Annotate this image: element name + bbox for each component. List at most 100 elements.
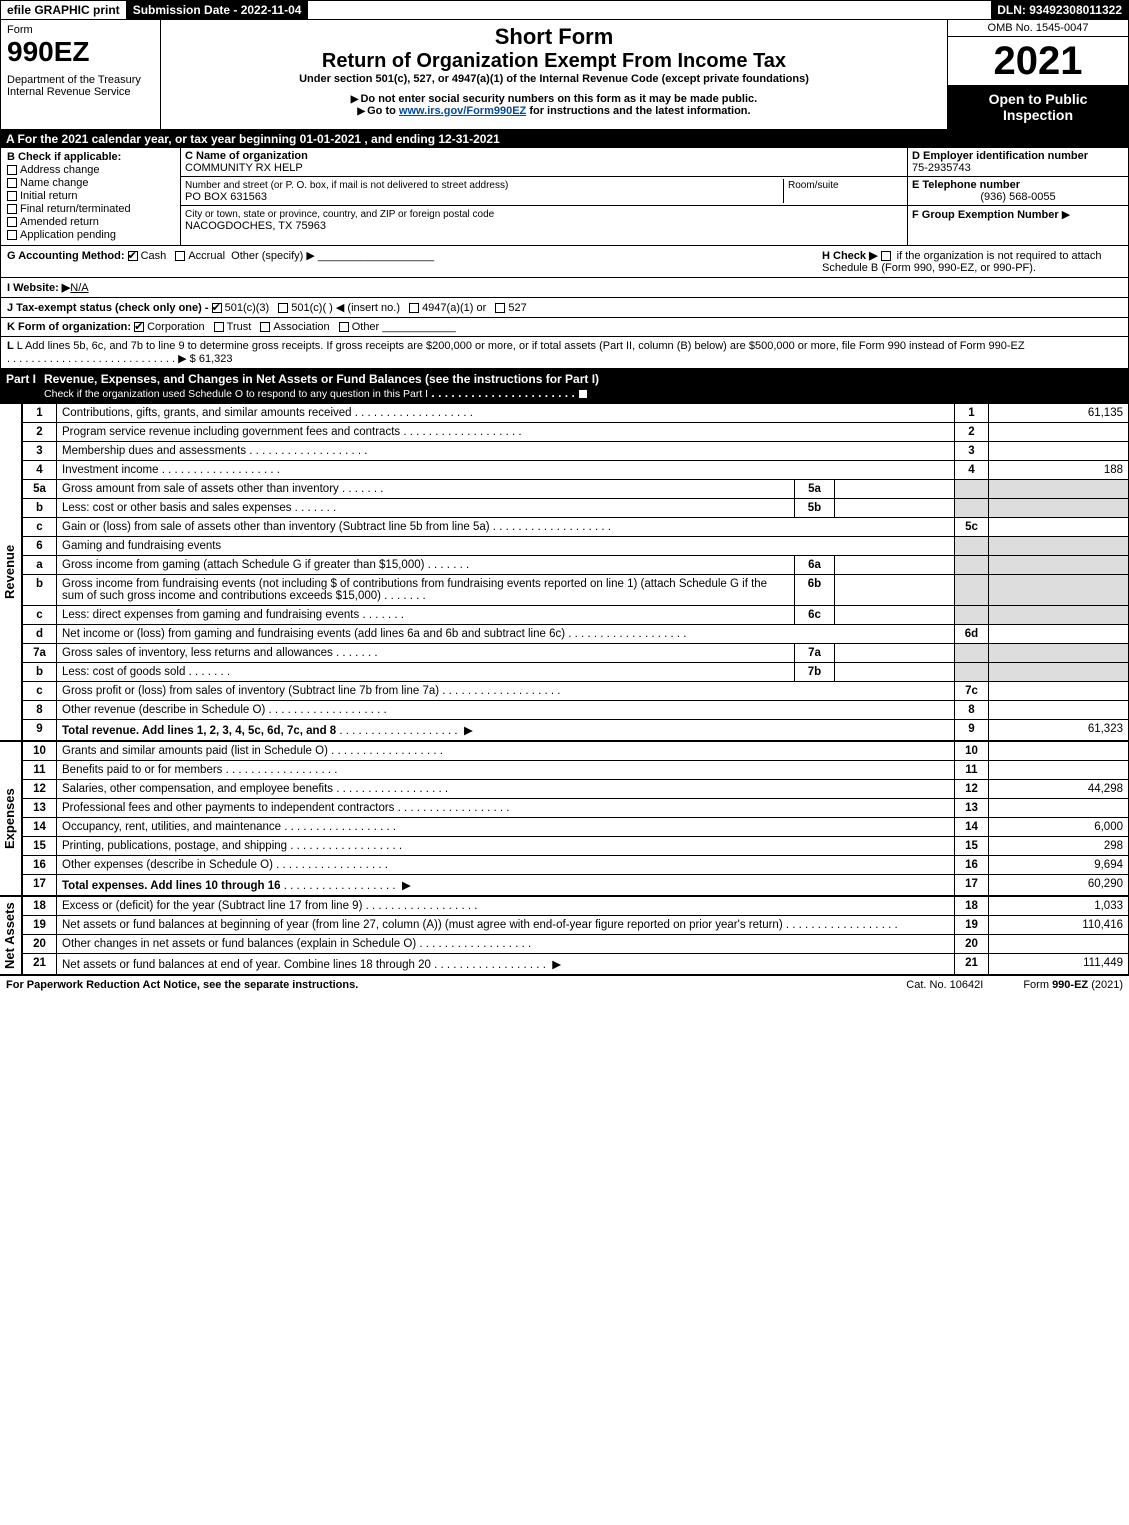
form-word: Form	[7, 24, 154, 36]
header-left: Form 990EZ Department of the Treasury In…	[1, 20, 161, 129]
gross-receipts-amount: ▶ $ 61,323	[178, 353, 232, 365]
header-middle: Short Form Return of Organization Exempt…	[161, 20, 948, 129]
table-row: bLess: cost of goods sold . . . . . . .7…	[23, 663, 1129, 682]
submission-date: Submission Date - 2022-11-04	[127, 1, 309, 19]
expenses-section: Expenses 10Grants and similar amounts pa…	[0, 741, 1129, 896]
city-label: City or town, state or province, country…	[185, 209, 494, 220]
table-row: 14Occupancy, rent, utilities, and mainte…	[23, 818, 1129, 837]
table-row: cGross profit or (loss) from sales of in…	[23, 682, 1129, 701]
tax-year: 2021	[948, 37, 1128, 85]
part-1-label: Part I	[6, 372, 44, 400]
top-bar: efile GRAPHIC print Submission Date - 20…	[0, 0, 1129, 20]
check-trust[interactable]	[214, 322, 224, 332]
table-row: 3Membership dues and assessments . . . .…	[23, 442, 1129, 461]
ein-value: 75-2935743	[912, 162, 971, 174]
header-right: OMB No. 1545-0047 2021 Open to Public In…	[948, 20, 1128, 129]
section-i-website: I Website: ▶N/A	[0, 278, 1129, 298]
section-l-gross-receipts: L L Add lines 5b, 6c, and 7b to line 9 t…	[0, 337, 1129, 369]
irs-link[interactable]: www.irs.gov/Form990EZ	[399, 105, 526, 117]
table-row: bGross income from fundraising events (n…	[23, 575, 1129, 606]
table-row: 4Investment income . . . . . . . . . . .…	[23, 461, 1129, 480]
check-initial-return[interactable]	[7, 191, 17, 201]
check-final-return[interactable]	[7, 204, 17, 214]
addr-label: Number and street (or P. O. box, if mail…	[185, 180, 508, 191]
section-c-address: C Name of organizationCOMMUNITY RX HELP …	[181, 148, 908, 245]
table-row: cGain or (loss) from sale of assets othe…	[23, 518, 1129, 537]
g-accounting-method: G Accounting Method: Cash Accrual Other …	[7, 249, 822, 274]
short-form-title: Short Form	[171, 24, 937, 50]
table-row: 12Salaries, other compensation, and empl…	[23, 780, 1129, 799]
main-title: Return of Organization Exempt From Incom…	[171, 50, 937, 73]
check-corporation[interactable]	[134, 322, 144, 332]
table-row: bLess: cost or other basis and sales exp…	[23, 499, 1129, 518]
subtitle-1: Under section 501(c), 527, or 4947(a)(1)…	[171, 73, 937, 85]
net-assets-table: 18Excess or (deficit) for the year (Subt…	[22, 896, 1129, 975]
form-number: 990EZ	[7, 36, 154, 68]
table-row: 7aGross sales of inventory, less returns…	[23, 644, 1129, 663]
section-b-label: B Check if applicable:	[7, 151, 121, 163]
footer-catalog: Cat. No. 10642I	[906, 979, 983, 991]
website-value: N/A	[70, 282, 88, 294]
check-4947[interactable]	[409, 303, 419, 313]
subtitle-3: Go to www.irs.gov/Form990EZ for instruct…	[171, 105, 937, 117]
dept-line-1: Department of the Treasury	[7, 74, 154, 86]
footer-left: For Paperwork Reduction Act Notice, see …	[6, 979, 358, 991]
check-501c[interactable]	[278, 303, 288, 313]
table-row: 2Program service revenue including gover…	[23, 423, 1129, 442]
check-address-change[interactable]	[7, 165, 17, 175]
telephone-value: (936) 568-0055	[912, 191, 1124, 203]
row-a-calendar-year: A For the 2021 calendar year, or tax yea…	[0, 130, 1129, 148]
h-schedule-b: H Check ▶ if the organization is not req…	[822, 249, 1122, 274]
form-header: Form 990EZ Department of the Treasury In…	[0, 20, 1129, 130]
table-row: 18Excess or (deficit) for the year (Subt…	[23, 897, 1129, 916]
table-row: 13Professional fees and other payments t…	[23, 799, 1129, 818]
section-d-e-f: D Employer identification number75-29357…	[908, 148, 1128, 245]
dept-line-2: Internal Revenue Service	[7, 86, 154, 98]
table-row: cLess: direct expenses from gaming and f…	[23, 606, 1129, 625]
table-row: 17Total expenses. Add lines 10 through 1…	[23, 875, 1129, 896]
table-row: 8Other revenue (describe in Schedule O) …	[23, 701, 1129, 720]
net-assets-side-label: Net Assets	[0, 896, 22, 975]
check-schedule-o-part1[interactable]	[578, 389, 588, 399]
table-row: 6Gaming and fundraising events	[23, 537, 1129, 556]
check-527[interactable]	[495, 303, 505, 313]
f-label: F Group Exemption Number	[912, 209, 1059, 221]
c-label: C Name of organization	[185, 150, 308, 162]
check-501c3[interactable]	[212, 303, 222, 313]
table-row: 11Benefits paid to or for members . . . …	[23, 761, 1129, 780]
org-name: COMMUNITY RX HELP	[185, 162, 303, 174]
table-row: 16Other expenses (describe in Schedule O…	[23, 856, 1129, 875]
section-b-checkboxes: B Check if applicable: Address change Na…	[1, 148, 181, 245]
part-1-header: Part I Revenue, Expenses, and Changes in…	[0, 369, 1129, 403]
check-accrual[interactable]	[175, 251, 185, 261]
table-row: dNet income or (loss) from gaming and fu…	[23, 625, 1129, 644]
footer-right: Form 990-EZ (2021)	[1023, 979, 1123, 991]
expenses-side-label: Expenses	[0, 741, 22, 896]
table-row: 5aGross amount from sale of assets other…	[23, 480, 1129, 499]
revenue-section: Revenue 1Contributions, gifts, grants, a…	[0, 403, 1129, 741]
org-city: NACOGDOCHES, TX 75963	[185, 220, 326, 232]
omb-number: OMB No. 1545-0047	[948, 20, 1128, 37]
section-b-c-d-e-f: B Check if applicable: Address change Na…	[0, 148, 1129, 246]
table-row: 9Total revenue. Add lines 1, 2, 3, 4, 5c…	[23, 720, 1129, 741]
check-association[interactable]	[260, 322, 270, 332]
check-other-org[interactable]	[339, 322, 349, 332]
revenue-side-label: Revenue	[0, 403, 22, 741]
section-j-tax-exempt: J Tax-exempt status (check only one) - 5…	[0, 298, 1129, 318]
table-row: aGross income from gaming (attach Schedu…	[23, 556, 1129, 575]
table-row: 10Grants and similar amounts paid (list …	[23, 742, 1129, 761]
table-row: 19Net assets or fund balances at beginni…	[23, 916, 1129, 935]
org-address: PO BOX 631563	[185, 191, 267, 203]
check-schedule-b[interactable]	[881, 251, 891, 261]
check-name-change[interactable]	[7, 178, 17, 188]
dln: DLN: 93492308011322	[991, 1, 1128, 19]
table-row: 20Other changes in net assets or fund ba…	[23, 935, 1129, 954]
check-cash[interactable]	[128, 251, 138, 261]
net-assets-section: Net Assets 18Excess or (deficit) for the…	[0, 896, 1129, 975]
table-row: 21Net assets or fund balances at end of …	[23, 954, 1129, 975]
f-arrow: ▶	[1062, 209, 1070, 221]
check-application-pending[interactable]	[7, 230, 17, 240]
e-label: E Telephone number	[912, 179, 1020, 191]
check-amended-return[interactable]	[7, 217, 17, 227]
page-footer: For Paperwork Reduction Act Notice, see …	[0, 975, 1129, 994]
